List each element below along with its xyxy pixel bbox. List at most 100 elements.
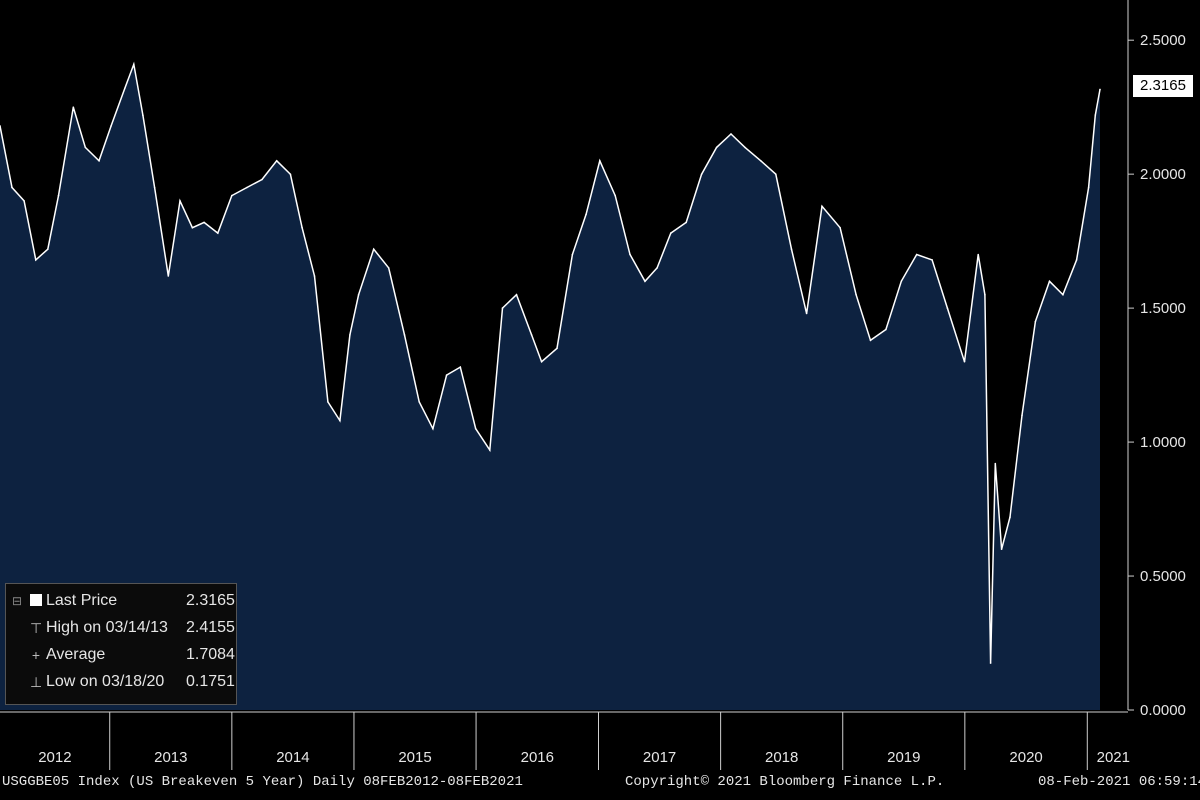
data-point bbox=[931, 259, 933, 261]
data-point bbox=[685, 221, 687, 224]
data-point bbox=[501, 307, 504, 309]
legend-label: Low on 03/18/20 bbox=[46, 673, 165, 690]
data-point bbox=[72, 106, 75, 108]
legend-label: High on 03/14/13 bbox=[46, 619, 168, 636]
x-tick-label: 2012 bbox=[38, 749, 71, 766]
legend-item-average: + Average 1.7084 bbox=[6, 642, 236, 668]
data-point bbox=[1087, 186, 1090, 189]
x-tick-label: 2014 bbox=[276, 749, 309, 766]
x-axis: 2012 2013 2014 2015 2016 2017 2018 2019 2020 2021 bbox=[0, 711, 1130, 770]
data-point bbox=[474, 427, 477, 430]
data-point bbox=[540, 360, 543, 363]
footer-timestamp: 08-Feb-2021 06:59:14 bbox=[1038, 774, 1200, 790]
square-icon bbox=[30, 594, 42, 608]
data-point bbox=[231, 194, 233, 197]
data-point bbox=[0, 125, 1, 127]
data-point bbox=[656, 267, 658, 269]
data-point bbox=[418, 401, 421, 403]
data-point bbox=[915, 253, 918, 256]
data-point bbox=[900, 280, 903, 283]
data-point bbox=[715, 146, 718, 149]
data-point bbox=[124, 87, 126, 90]
data-point bbox=[327, 401, 329, 403]
data-point bbox=[23, 200, 25, 202]
data-point bbox=[730, 133, 732, 135]
x-tick-label: 2019 bbox=[887, 749, 920, 766]
high-marker-icon: ⊤ bbox=[30, 620, 43, 636]
series-area-fill bbox=[0, 64, 1100, 711]
data-point bbox=[855, 293, 857, 296]
data-point bbox=[1009, 516, 1011, 518]
data-point bbox=[994, 462, 997, 465]
legend-item-low: ⊥ Low on 03/18/20 0.1751 bbox=[6, 669, 236, 695]
x-tick-label: 2015 bbox=[398, 749, 431, 766]
data-point bbox=[289, 173, 292, 175]
data-point bbox=[153, 186, 156, 189]
data-point bbox=[1094, 114, 1097, 116]
data-point bbox=[599, 160, 601, 162]
data-point bbox=[977, 253, 979, 256]
data-point bbox=[946, 307, 949, 309]
legend-item-last-price: ⊟ Last Price 2.3165 bbox=[6, 588, 236, 614]
data-point bbox=[760, 160, 762, 162]
data-point bbox=[515, 293, 518, 296]
x-tick-label: 2021 bbox=[1097, 749, 1130, 766]
data-point bbox=[644, 280, 646, 283]
data-point bbox=[142, 114, 144, 116]
data-point bbox=[372, 248, 375, 250]
data-point bbox=[387, 267, 390, 269]
data-point bbox=[670, 232, 672, 234]
data-point bbox=[84, 146, 87, 149]
data-point bbox=[1099, 88, 1101, 91]
data-point bbox=[629, 253, 631, 256]
data-point bbox=[191, 226, 194, 229]
y-axis: 2.5000 2.0000 1.5000 1.0000 0.5000 0.0000 bbox=[1127, 0, 1186, 719]
data-point bbox=[839, 226, 841, 229]
y-tick-label: 1.5000 bbox=[1140, 300, 1186, 317]
data-point bbox=[179, 200, 181, 202]
data-point bbox=[775, 173, 777, 175]
data-point bbox=[614, 194, 616, 197]
data-point bbox=[432, 427, 434, 430]
data-point bbox=[459, 366, 462, 368]
x-tick-label: 2018 bbox=[765, 749, 798, 766]
data-point bbox=[869, 339, 872, 342]
footer-security-info: USGGBE05 Index (US Breakeven 5 Year) Dai… bbox=[2, 774, 523, 790]
data-point bbox=[133, 63, 135, 66]
plot-area bbox=[0, 61, 1101, 711]
y-tick-label: 0.0000 bbox=[1140, 702, 1186, 719]
x-tick-label: 2016 bbox=[521, 749, 554, 766]
data-point bbox=[47, 248, 49, 250]
data-point bbox=[246, 186, 248, 189]
data-point bbox=[530, 334, 533, 336]
data-point bbox=[98, 160, 100, 162]
legend-value: 2.4155 bbox=[186, 619, 235, 636]
data-point bbox=[203, 221, 205, 224]
y-tick-label: 1.0000 bbox=[1140, 434, 1186, 451]
x-tick-label: 2020 bbox=[1009, 749, 1042, 766]
data-point bbox=[339, 419, 341, 422]
data-point bbox=[35, 259, 37, 261]
legend-value: 2.3165 bbox=[186, 592, 235, 609]
last-price-badge: 2.3165 bbox=[1133, 75, 1193, 97]
data-point bbox=[217, 232, 219, 234]
data-point bbox=[1000, 548, 1003, 550]
data-point bbox=[744, 146, 746, 149]
data-point bbox=[1062, 293, 1064, 296]
legend: ⊟ Last Price 2.3165 ⊤ High on 03/14/13 2… bbox=[5, 583, 237, 705]
x-tick-label: 2017 bbox=[643, 749, 676, 766]
collapse-icon[interactable]: ⊟ bbox=[12, 594, 23, 608]
data-point bbox=[357, 293, 360, 296]
data-point bbox=[700, 173, 703, 175]
data-point bbox=[984, 293, 986, 296]
low-marker-icon: ⊥ bbox=[30, 674, 43, 690]
y-tick-label: 2.5000 bbox=[1140, 32, 1186, 49]
data-point bbox=[1048, 280, 1051, 283]
data-point bbox=[261, 178, 263, 181]
data-point bbox=[805, 312, 808, 315]
data-point bbox=[1075, 259, 1078, 261]
data-point bbox=[790, 248, 793, 250]
legend-label: Average bbox=[46, 646, 106, 663]
data-point bbox=[313, 275, 316, 277]
